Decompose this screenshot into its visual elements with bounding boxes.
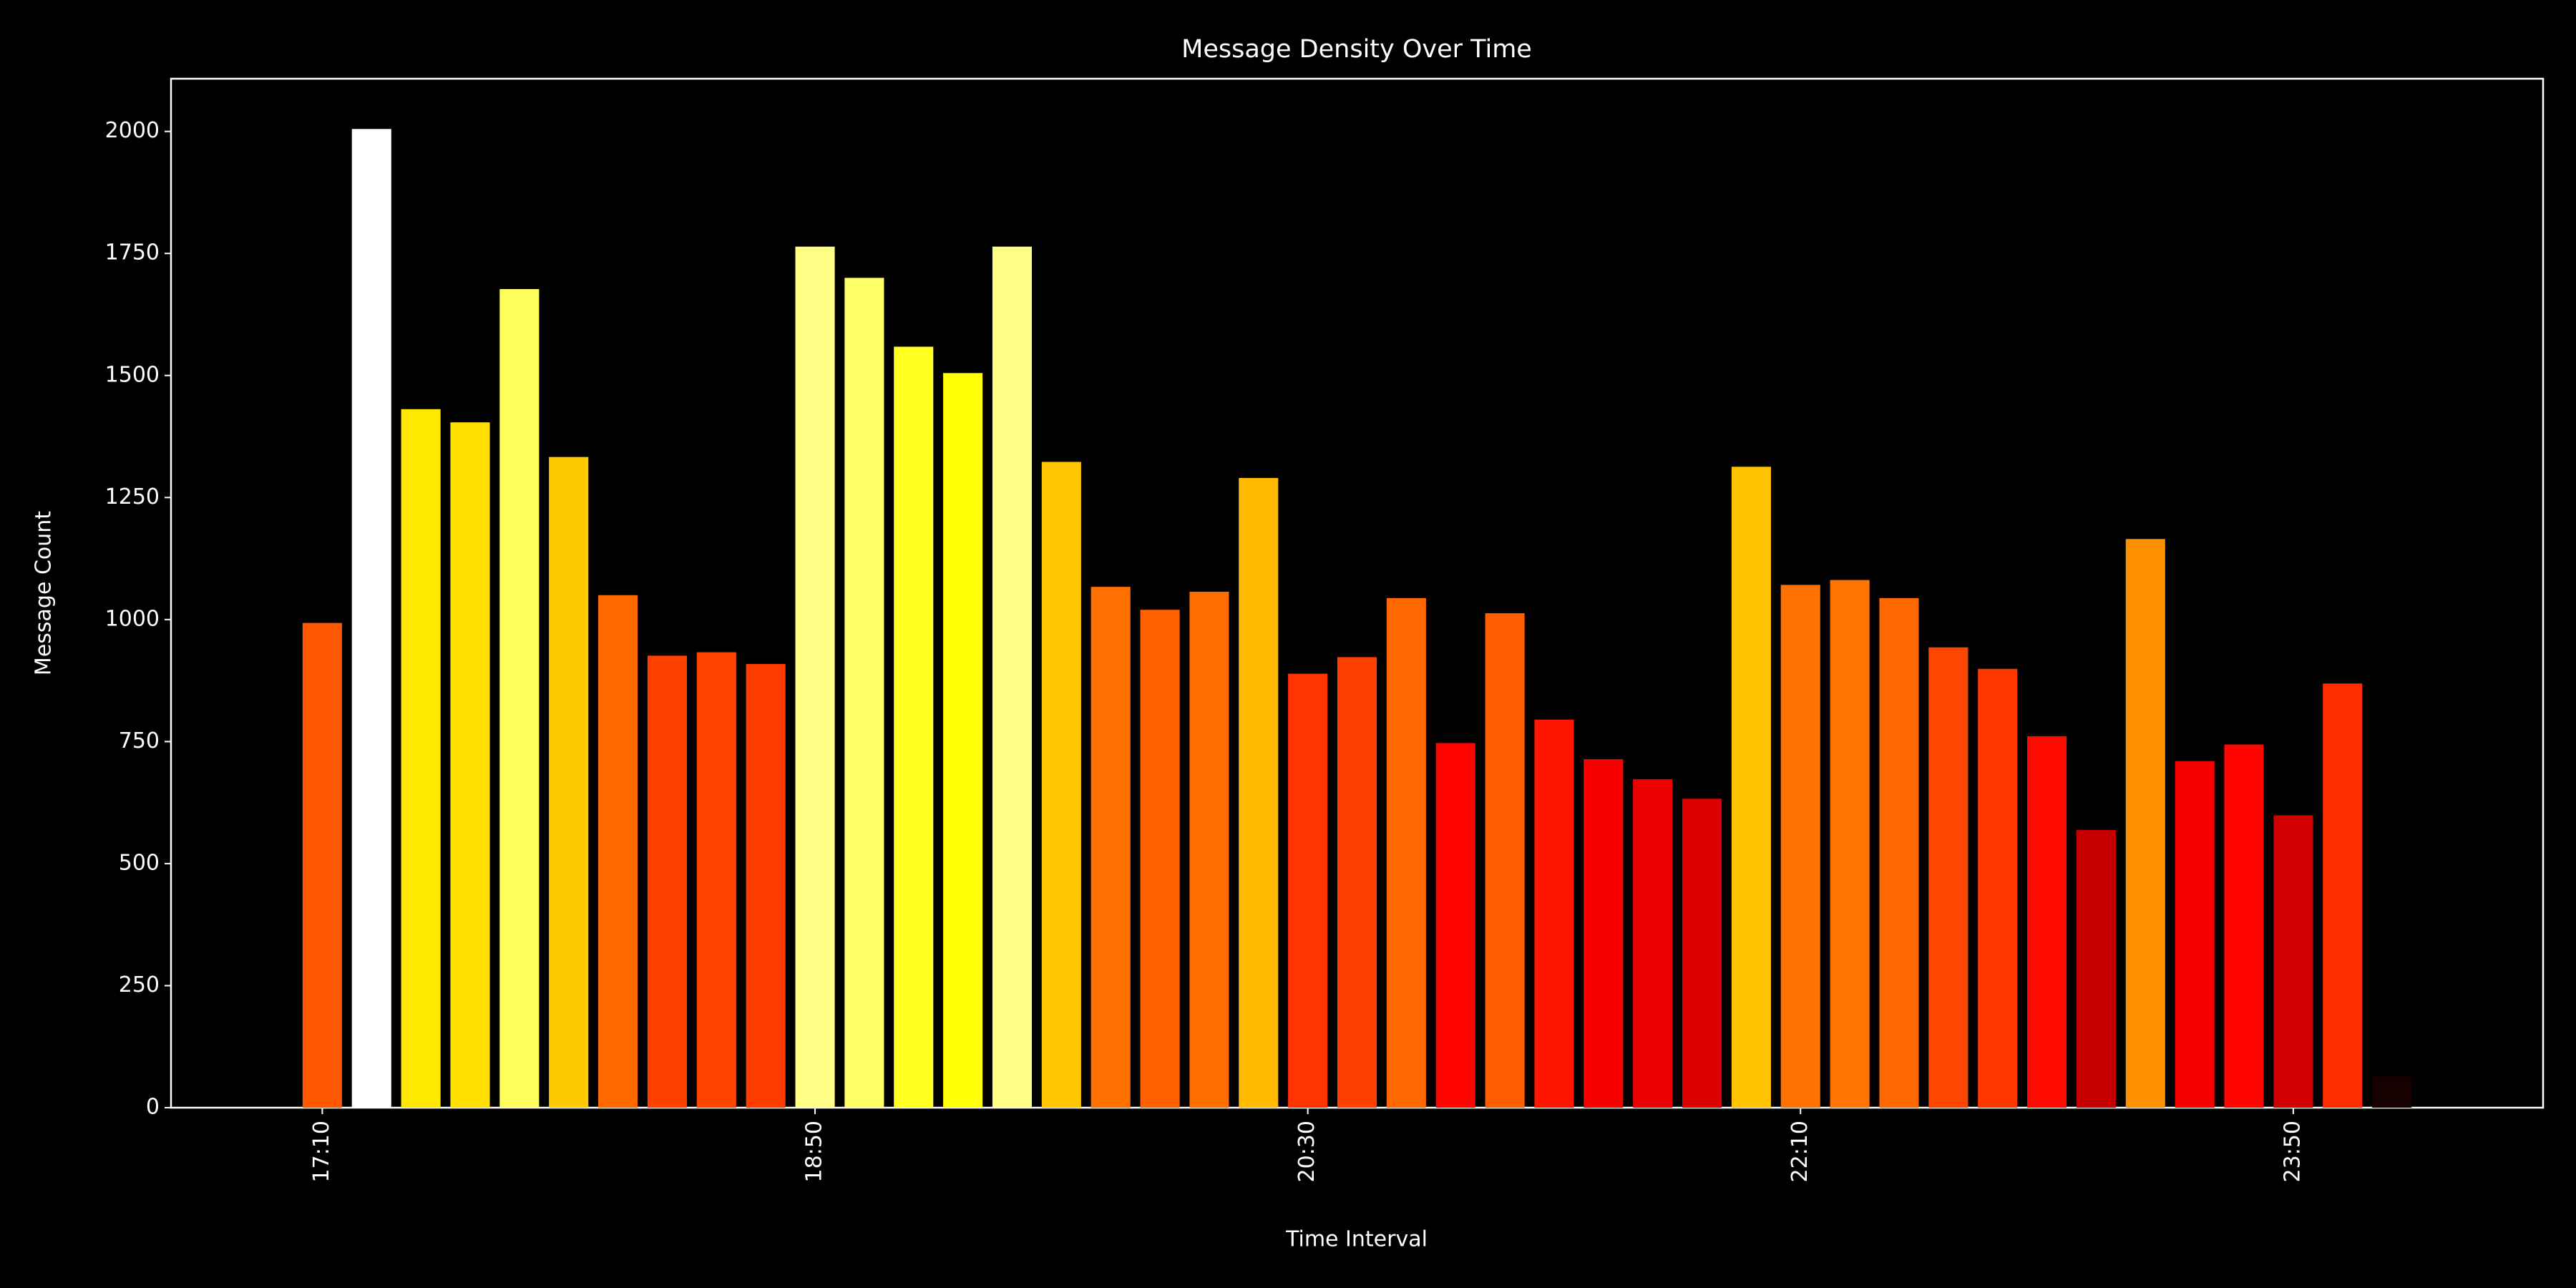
bar bbox=[1978, 668, 2018, 1108]
bar bbox=[992, 246, 1033, 1108]
bar bbox=[1633, 779, 1673, 1108]
x-axis-label: Time Interval bbox=[1285, 1227, 1428, 1252]
bar bbox=[2076, 829, 2116, 1108]
bar bbox=[1584, 758, 1624, 1108]
bar bbox=[844, 278, 884, 1108]
bar bbox=[746, 663, 786, 1108]
x-tick-label: 23:50 bbox=[2280, 1121, 2305, 1182]
bar bbox=[1386, 597, 1426, 1108]
bar bbox=[1041, 462, 1081, 1108]
bar bbox=[2175, 761, 2215, 1108]
bar bbox=[894, 346, 934, 1108]
bar bbox=[450, 422, 490, 1108]
bar bbox=[1534, 719, 1574, 1108]
bar bbox=[2372, 1076, 2412, 1108]
bar bbox=[1337, 657, 1377, 1108]
bar bbox=[499, 289, 540, 1108]
bar bbox=[1288, 673, 1328, 1108]
x-tick-label: 20:30 bbox=[1294, 1121, 1319, 1182]
bar bbox=[1830, 580, 1870, 1108]
chart-title: Message Density Over Time bbox=[1181, 35, 1532, 64]
y-axis-label: Message Count bbox=[31, 511, 57, 675]
bar bbox=[549, 457, 589, 1108]
y-tick-label: 2000 bbox=[105, 118, 160, 143]
bar bbox=[2027, 736, 2067, 1108]
y-tick-label: 0 bbox=[146, 1095, 160, 1120]
bar bbox=[795, 246, 835, 1108]
bar bbox=[2125, 539, 2165, 1108]
bar bbox=[1189, 591, 1229, 1108]
x-tick-label: 22:10 bbox=[1787, 1121, 1813, 1182]
bar bbox=[1731, 467, 1771, 1108]
bar bbox=[696, 652, 736, 1108]
bar bbox=[2224, 744, 2264, 1108]
bar bbox=[647, 655, 687, 1108]
bar bbox=[1780, 585, 1820, 1108]
y-tick-label: 1500 bbox=[105, 362, 160, 387]
bar bbox=[1239, 478, 1279, 1108]
y-tick-label: 1000 bbox=[105, 606, 160, 631]
y-tick-label: 500 bbox=[119, 850, 160, 875]
bar bbox=[1140, 610, 1180, 1108]
bar bbox=[351, 129, 391, 1108]
x-tick-label: 17:10 bbox=[309, 1121, 334, 1182]
bar bbox=[401, 409, 441, 1108]
bar bbox=[943, 373, 983, 1108]
y-tick-label: 1250 bbox=[105, 484, 160, 509]
bar bbox=[1485, 613, 1525, 1108]
bar bbox=[598, 595, 638, 1108]
bar bbox=[1091, 587, 1131, 1108]
bar bbox=[1928, 647, 1968, 1108]
bar bbox=[2323, 683, 2363, 1108]
bar bbox=[2273, 815, 2313, 1108]
y-tick-label: 750 bbox=[119, 728, 160, 753]
bar bbox=[1682, 799, 1722, 1108]
y-tick-label: 1750 bbox=[105, 240, 160, 265]
bar bbox=[1435, 743, 1475, 1108]
y-tick-label: 250 bbox=[119, 972, 160, 997]
bar bbox=[1879, 597, 1919, 1108]
x-tick-label: 18:50 bbox=[802, 1121, 827, 1182]
bar bbox=[302, 623, 342, 1108]
